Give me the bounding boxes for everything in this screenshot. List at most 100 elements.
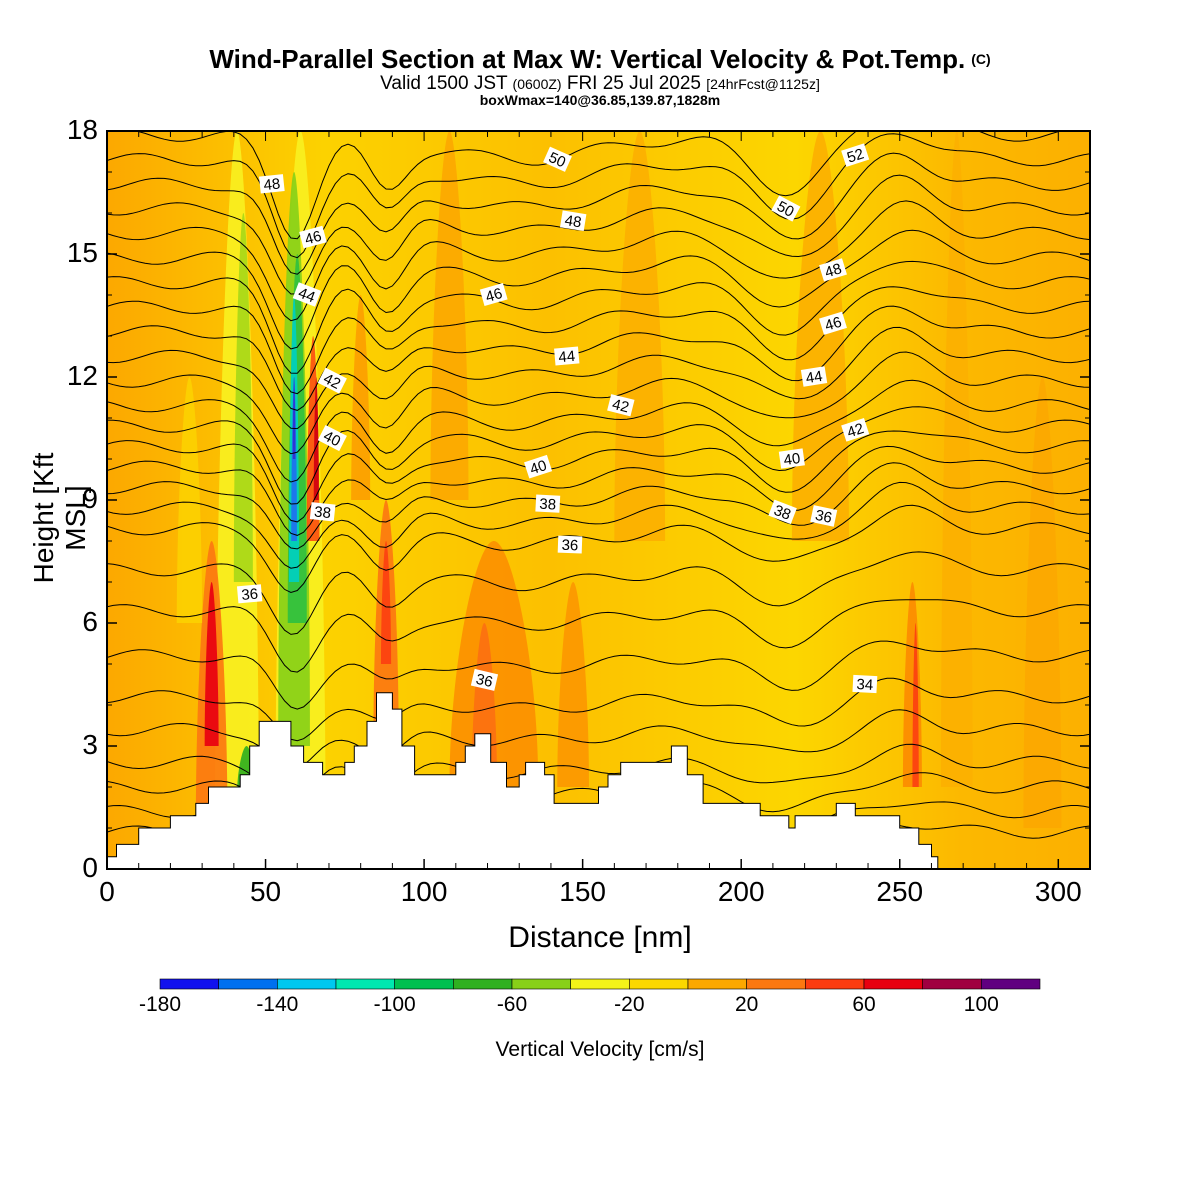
contour-label-text: 48 [263, 175, 281, 194]
x-tick-label: 200 [717, 876, 765, 907]
x-tick-label: 0 [99, 876, 115, 907]
velocity-band [380, 541, 392, 664]
plot-field [107, 131, 1090, 869]
colorbar-swatch [629, 978, 689, 990]
colorbar-label: Vertical Velocity [cm/s] [495, 1038, 705, 1061]
contour-label: 38 [768, 499, 797, 525]
chart-subtitle: Valid 1500 JST (0600Z) FRI 25 Jul 2025 [… [0, 74, 1200, 94]
velocity-band [233, 213, 253, 582]
colorbar-swatch [805, 978, 865, 990]
colorbar-tick-label: -140 [256, 993, 299, 1016]
theta-contour-line [107, 379, 1090, 483]
colorbar [159, 978, 1041, 990]
y-tick-label: 18 [66, 114, 98, 145]
x-tick-label: 100 [400, 876, 448, 907]
velocity-band [176, 377, 203, 623]
contour-label-bg [292, 282, 322, 307]
axis-ticks [106, 130, 1091, 870]
contour-label-bg [768, 499, 797, 525]
chart-title: Wind-Parallel Section at Max W: Vertical… [0, 44, 1200, 75]
colorbar-swatch [394, 978, 454, 990]
contour-label: 44 [554, 346, 580, 366]
theta-contour-line [107, 462, 1090, 550]
theta-contour-line [107, 200, 1090, 322]
colorbar-swatch [570, 978, 630, 990]
copyright-mark: (C) [971, 51, 991, 67]
contour-label-text: 36 [241, 586, 259, 604]
theta-contour-line [107, 640, 1090, 710]
contour-label: 34 [852, 674, 878, 694]
y-axis-label: Height [Kft MSL] [28, 452, 91, 584]
colorbar-swatch [335, 978, 395, 990]
theta-contour-line [107, 445, 1090, 536]
y-tick-label: 9 [82, 483, 98, 514]
contour-label: 52 [841, 143, 870, 167]
contour-label-bg [778, 448, 805, 469]
contour-label-text: 42 [321, 370, 344, 393]
contour-label-text: 40 [321, 428, 344, 451]
contour-label-text: 36 [561, 537, 578, 555]
colorbar-swatch [218, 978, 278, 990]
theta-contour-line [107, 229, 1090, 350]
contour-label-text: 46 [823, 314, 844, 335]
contour-label-bg [771, 195, 801, 222]
velocity-band [912, 623, 919, 787]
x-tick-label: 150 [559, 876, 606, 907]
contour-label-bg [810, 505, 838, 527]
contour-label-text: 40 [783, 450, 802, 469]
contour-label-bg [819, 258, 847, 282]
contour-label: 46 [299, 225, 327, 248]
theta-contour-line [107, 260, 1090, 374]
contour-label-bg [479, 283, 508, 306]
velocity-band [351, 295, 371, 500]
velocity-band [430, 131, 469, 500]
contour-label: 36 [810, 505, 838, 527]
velocity-band [1023, 377, 1062, 828]
contour-label-text: 38 [539, 496, 557, 514]
contour-label-bg [236, 584, 263, 604]
contour-label: 48 [819, 258, 847, 282]
contour-label-text: 48 [563, 212, 582, 231]
contour-label-text: 42 [610, 396, 630, 417]
colorbar-tick-label: -20 [614, 993, 645, 1016]
contour-label: 46 [819, 311, 847, 335]
velocity-band [791, 131, 850, 541]
contour-label-bg [560, 210, 587, 231]
valid-time: Valid 1500 JST [380, 73, 508, 94]
contour-label-text: 40 [528, 457, 549, 478]
theta-contour-line [107, 406, 1090, 505]
contour-label-bg [841, 418, 870, 442]
contour-label-text: 52 [845, 145, 866, 166]
valid-zulu: (0600Z) [512, 76, 562, 92]
contour-label: 36 [470, 668, 499, 691]
terrain [107, 692, 1090, 869]
contour-label: 42 [841, 418, 870, 442]
colorbar-tick-label: -100 [373, 993, 416, 1016]
theta-contour-line [107, 504, 1090, 594]
contour-label-bg [535, 494, 561, 513]
box-wmax-info: boxWmax=140@36.85,139.87,1828m [479, 92, 721, 108]
contour-label-bg [317, 425, 347, 452]
y-tick-label: 12 [66, 360, 98, 391]
velocity-band [204, 582, 219, 746]
velocity-band [449, 541, 539, 787]
contour-label: 40 [524, 454, 553, 479]
contour-label-bg [607, 394, 635, 417]
contour-label-bg [309, 502, 336, 522]
chart-title-text: Wind-Parallel Section at Max W: Vertical… [209, 44, 966, 74]
colorbar-tick-label: 100 [963, 993, 999, 1016]
contour-label: 48 [560, 210, 587, 231]
colorbar-swatch [453, 978, 513, 990]
contour-label-text: 36 [474, 671, 494, 691]
contour-label-text: 34 [856, 676, 874, 694]
theta-contour-line [107, 286, 1090, 395]
colorbar-tick-label: 20 [734, 993, 759, 1016]
contour-label-text: 44 [805, 368, 824, 387]
contour-label: 44 [292, 282, 322, 307]
theta-contour-line [107, 326, 1090, 430]
contour-label-bg [819, 311, 847, 335]
contour-label: 42 [317, 367, 347, 394]
contour-label-bg [841, 143, 870, 167]
contour-label-bg [524, 454, 553, 479]
